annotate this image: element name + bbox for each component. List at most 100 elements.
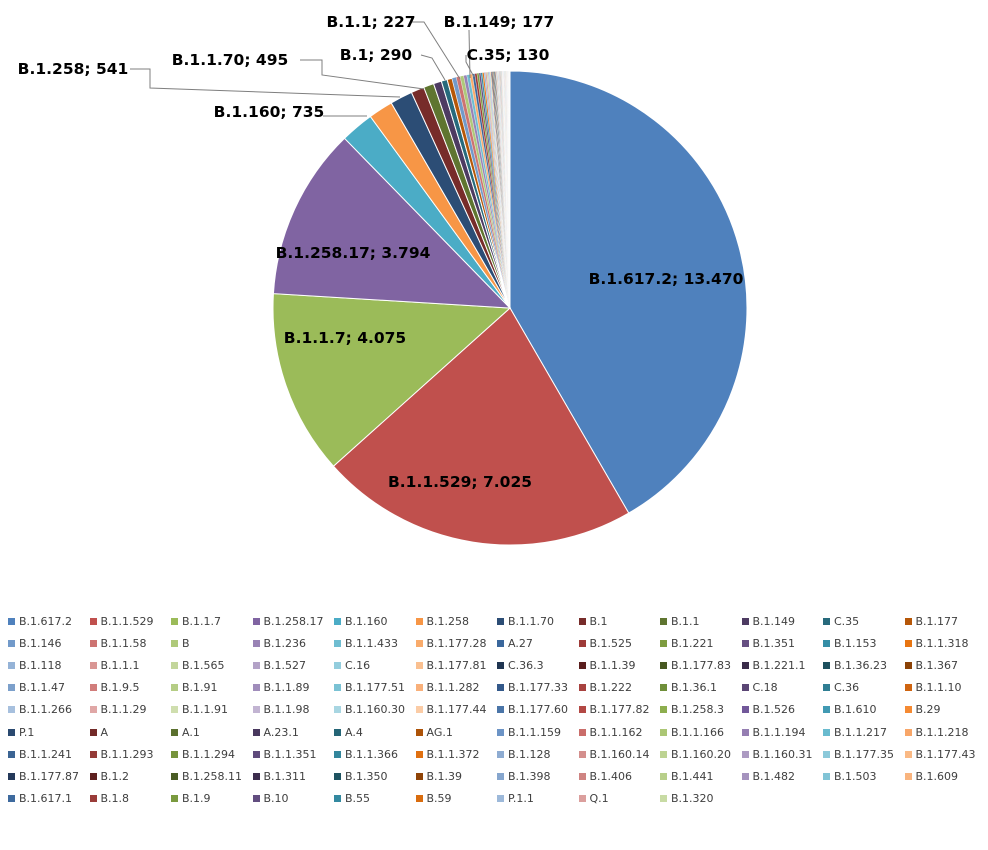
legend-item: B.1.36.1 bbox=[660, 677, 742, 699]
legend-label: B.1.258.17 bbox=[263, 614, 324, 628]
legend-swatch bbox=[497, 772, 504, 780]
legend-label: B.1.118 bbox=[19, 658, 62, 672]
legend-label: B.1.1.241 bbox=[19, 747, 73, 761]
legend-label: B.1.609 bbox=[915, 769, 959, 783]
legend-label: A.23.1 bbox=[263, 725, 299, 739]
legend-item: B.1.320 bbox=[660, 788, 742, 810]
legend-swatch bbox=[578, 728, 586, 736]
legend-label: Q.1 bbox=[589, 792, 609, 806]
legend-label: B.1.177.81 bbox=[426, 658, 487, 672]
legend-label: B.1.1.98 bbox=[263, 703, 310, 717]
legend-label: A.27 bbox=[508, 636, 533, 650]
legend-item: B.1.441 bbox=[660, 765, 742, 787]
legend-label: B.1.128 bbox=[508, 747, 551, 761]
legend-item: B.1.1.162 bbox=[578, 721, 661, 743]
legend-swatch bbox=[497, 617, 504, 625]
legend-item: B.1.36.23 bbox=[823, 654, 905, 676]
legend-swatch bbox=[415, 639, 423, 647]
legend-swatch bbox=[171, 706, 178, 714]
legend-swatch bbox=[8, 617, 15, 625]
legend-item: B.1.9 bbox=[171, 788, 253, 810]
pie-slice-B.1.1.7 bbox=[272, 293, 512, 467]
legend-item: A.23.1 bbox=[252, 721, 335, 743]
legend-label: B.1.160.30 bbox=[345, 703, 406, 717]
legend-label: B.1.441 bbox=[671, 769, 714, 783]
legend-swatch bbox=[171, 684, 178, 692]
legend-label: B.1.350 bbox=[345, 769, 388, 783]
slice-label-B.1.258.17: B.1.258.17; 3.794 bbox=[276, 244, 431, 262]
legend-label: B.1.351 bbox=[752, 636, 796, 650]
legend-item: B.1.128 bbox=[497, 743, 579, 765]
legend-item: B.1.1 bbox=[660, 610, 742, 632]
legend-item: P.1.1 bbox=[497, 788, 579, 810]
legend-label: B.1.160 bbox=[345, 614, 388, 628]
legend-item: B.59 bbox=[415, 788, 498, 810]
legend-label: B.1.2 bbox=[100, 769, 130, 783]
legend-label: B.1.9.5 bbox=[100, 681, 140, 695]
legend-item: B.1.1.294 bbox=[171, 743, 253, 765]
legend-label: B.1.1.529 bbox=[100, 614, 154, 628]
legend-label: C.18 bbox=[752, 681, 778, 695]
legend-item: A bbox=[89, 721, 172, 743]
legend: B.1.617.2 B.1.1.529 B.1.1.7 B.1.258.17 B.1.1… bbox=[8, 610, 988, 810]
legend-swatch bbox=[660, 661, 667, 669]
legend-item: B.1.1.218 bbox=[904, 721, 987, 743]
legend-label: B.1.149 bbox=[752, 614, 796, 628]
legend-item: B.1.503 bbox=[823, 765, 905, 787]
legend-swatch bbox=[334, 684, 341, 692]
slice-label-B.1.258: B.1.258; 541 bbox=[18, 60, 129, 78]
legend-swatch bbox=[334, 661, 341, 669]
legend-swatch bbox=[823, 617, 830, 625]
legend-swatch bbox=[578, 795, 586, 803]
legend-label: B.1.526 bbox=[752, 703, 796, 717]
legend-swatch bbox=[904, 750, 912, 758]
legend-item: B.1.1.166 bbox=[660, 721, 742, 743]
legend-item: B.1.177.81 bbox=[415, 654, 498, 676]
legend-item: B.1.258.17 bbox=[252, 610, 335, 632]
legend-item: B.1.1.58 bbox=[89, 632, 172, 654]
legend-swatch bbox=[8, 795, 15, 803]
legend-item: B.1.609 bbox=[904, 765, 987, 787]
legend-swatch bbox=[89, 661, 97, 669]
legend-label: B.1.1.166 bbox=[671, 725, 725, 739]
legend-label: B.1.525 bbox=[589, 636, 633, 650]
legend-item: B.1.1.159 bbox=[497, 721, 579, 743]
legend-label: B.1.1.91 bbox=[182, 703, 229, 717]
legend-item: C.35 bbox=[823, 610, 905, 632]
legend-item: B.1.160.30 bbox=[334, 699, 416, 721]
legend-swatch bbox=[171, 661, 178, 669]
legend-label: B.1.36.1 bbox=[671, 681, 718, 695]
legend-label: B.1.1.372 bbox=[426, 747, 480, 761]
legend-item: B.1.1.266 bbox=[8, 699, 90, 721]
legend-swatch bbox=[415, 750, 423, 758]
legend-label: B.1.91 bbox=[182, 681, 218, 695]
legend-item: B.1.351 bbox=[741, 632, 824, 654]
legend-swatch bbox=[171, 772, 178, 780]
legend-swatch bbox=[578, 706, 586, 714]
slice-label-C.35: C.35; 130 bbox=[467, 46, 550, 64]
legend-swatch bbox=[497, 639, 504, 647]
legend-swatch bbox=[89, 728, 97, 736]
legend-label: B.1.1 bbox=[671, 614, 700, 628]
legend-item: B.1.258.3 bbox=[660, 699, 742, 721]
legend-label: B.1.177.28 bbox=[426, 636, 487, 650]
legend-label: C.36.3 bbox=[508, 658, 544, 672]
legend-label: B.1.153 bbox=[834, 636, 877, 650]
legend-item: B.1.1.318 bbox=[904, 632, 987, 654]
legend-label: B.1.8 bbox=[100, 792, 130, 806]
legend-swatch bbox=[578, 661, 586, 669]
legend-swatch bbox=[334, 772, 341, 780]
legend-item: B.1.221 bbox=[660, 632, 742, 654]
leader-line-B.1 bbox=[420, 54, 446, 81]
legend-label: B.1.1.318 bbox=[915, 636, 969, 650]
legend-swatch bbox=[252, 795, 260, 803]
legend-swatch bbox=[8, 706, 15, 714]
legend-swatch bbox=[823, 661, 830, 669]
legend-label: B.1.177.33 bbox=[508, 681, 569, 695]
legend-label: B.1.258.3 bbox=[671, 703, 725, 717]
pie-chart: B.1.617.2; 13.470 B.1.1.529; 7.025 B.1.1.7… bbox=[18, 13, 748, 546]
legend-label: B.1.1.162 bbox=[589, 725, 643, 739]
legend-label: B.1.367 bbox=[915, 658, 959, 672]
legend-item: B.1.1.70 bbox=[497, 610, 579, 632]
legend-label: B.1.177.83 bbox=[671, 658, 732, 672]
